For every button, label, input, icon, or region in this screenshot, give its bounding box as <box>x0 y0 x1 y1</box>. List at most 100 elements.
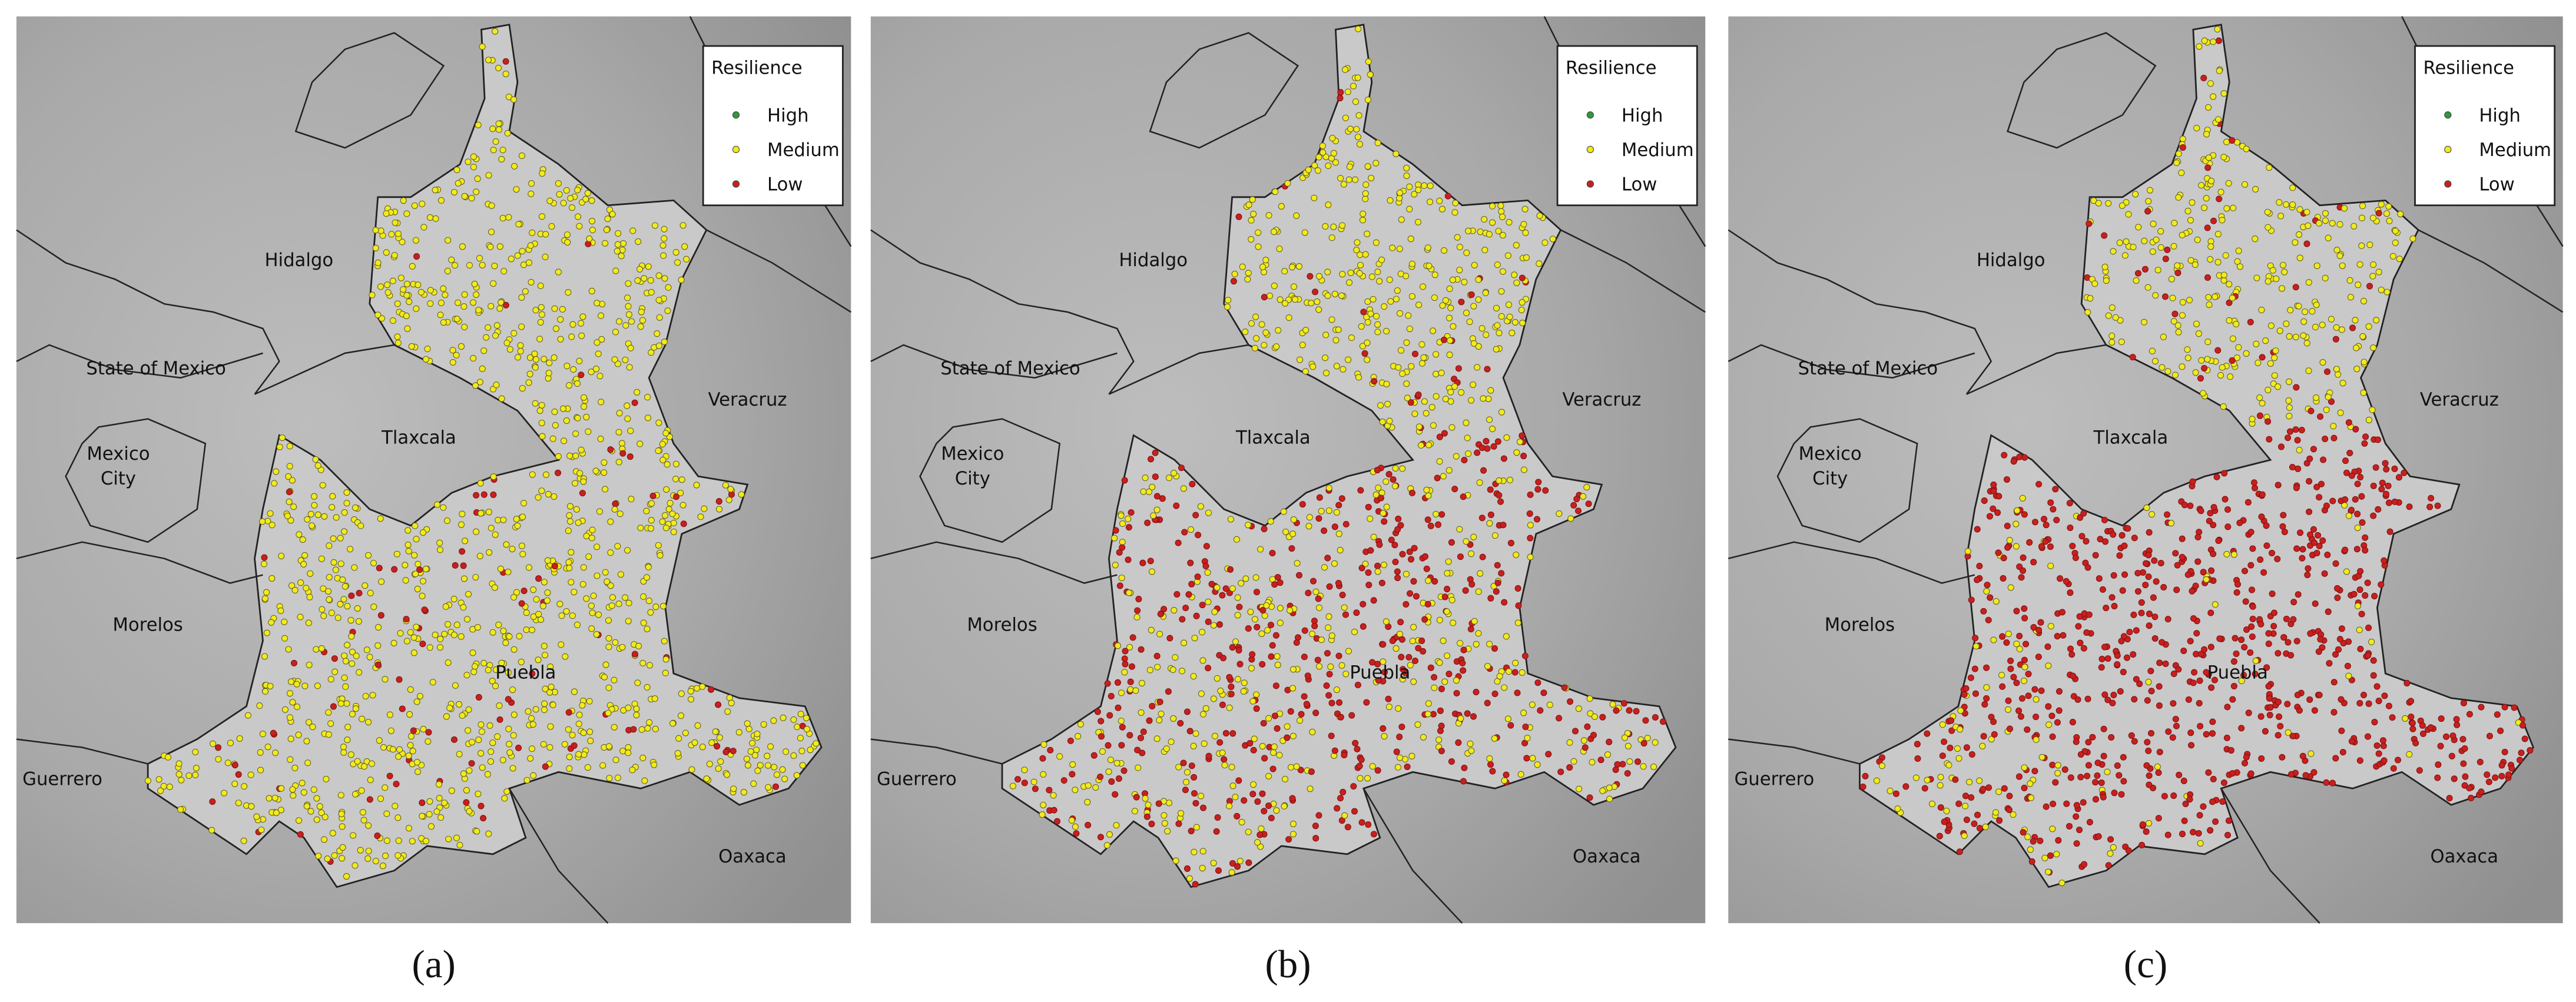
settlement-dot <box>1457 715 1464 722</box>
settlement-dot <box>612 329 619 336</box>
settlement-dot <box>1386 417 1393 424</box>
settlement-dot <box>492 682 499 689</box>
settlement-dot <box>2119 532 2126 539</box>
settlement-dot <box>1521 739 1529 746</box>
settlement-dot <box>2305 279 2312 286</box>
settlement-dot <box>1476 479 1483 486</box>
settlement-dot <box>1234 863 1241 870</box>
settlement-dot <box>2144 697 2151 704</box>
settlement-dot <box>2014 507 2021 514</box>
settlement-dot <box>1633 708 1640 715</box>
settlement-dot <box>1354 74 1361 81</box>
settlement-dot <box>1976 777 1983 784</box>
settlement-dot <box>289 786 296 793</box>
settlement-dot <box>2203 576 2210 583</box>
settlement-dot <box>498 395 505 402</box>
settlement-dot <box>215 756 222 763</box>
settlement-dot <box>659 440 666 447</box>
settlement-dot <box>1321 527 1328 535</box>
settlement-dot <box>2170 243 2177 250</box>
settlement-dot <box>2356 757 2363 764</box>
settlement-dot <box>303 802 310 809</box>
settlement-dot <box>1988 736 1995 743</box>
settlement-dot <box>1435 736 1443 744</box>
settlement-dot <box>1529 701 1536 708</box>
settlement-dot <box>1582 744 1589 751</box>
settlement-dot <box>407 686 414 693</box>
settlement-dot <box>678 476 685 483</box>
settlement-dot <box>2129 354 2136 361</box>
settlement-dot <box>581 751 588 758</box>
settlement-dot <box>568 549 575 556</box>
settlement-dot <box>1365 582 1372 589</box>
settlement-dot <box>2419 722 2426 729</box>
settlement-dot <box>304 759 311 767</box>
settlement-dot <box>1358 819 1365 826</box>
settlement-dot <box>539 170 546 177</box>
settlement-dot <box>2319 537 2326 544</box>
settlement-dot <box>2190 828 2197 836</box>
settlement-dot <box>367 589 374 596</box>
settlement-dot <box>290 792 297 799</box>
settlement-dot <box>2317 636 2324 643</box>
settlement-dot <box>1069 761 1076 768</box>
settlement-dot <box>157 787 164 794</box>
settlement-dot <box>2370 261 2377 268</box>
settlement-dot <box>2145 678 2152 685</box>
settlement-dot <box>1505 301 1513 308</box>
settlement-dot <box>2277 213 2285 220</box>
settlement-dot <box>1463 249 1470 256</box>
settlement-dot <box>1395 705 1402 712</box>
settlement-dot <box>2343 568 2350 575</box>
settlement-dot <box>2299 546 2306 553</box>
settlement-dot <box>2249 603 2256 610</box>
settlement-dot <box>1584 723 1591 730</box>
settlement-dot <box>2100 752 2107 759</box>
settlement-dot <box>1337 95 1344 102</box>
settlement-dot <box>2225 817 2232 824</box>
settlement-dot <box>1415 423 1423 430</box>
settlement-dot <box>2220 779 2227 787</box>
settlement-dot <box>1198 690 1205 697</box>
settlement-dot <box>463 799 470 806</box>
settlement-dot <box>1188 828 1195 835</box>
settlement-dot <box>2453 716 2460 723</box>
settlement-dot <box>1937 804 1944 811</box>
settlement-dot <box>456 751 463 758</box>
settlement-dot <box>1407 235 1414 243</box>
settlement-dot <box>362 692 369 699</box>
settlement-dot <box>655 297 662 304</box>
settlement-dot <box>498 659 505 666</box>
settlement-dot <box>2426 503 2434 510</box>
settlement-dot <box>1272 682 1279 689</box>
settlement-dot <box>2253 274 2260 281</box>
settlement-dot <box>2077 751 2084 758</box>
settlement-dot <box>519 513 526 520</box>
settlement-dot <box>1297 767 1304 774</box>
settlement-dot <box>1362 195 1369 203</box>
settlement-dot <box>1967 674 1974 681</box>
settlement-dot <box>1115 775 1122 782</box>
settlement-dot <box>1444 570 1451 577</box>
settlement-dot <box>285 473 292 480</box>
settlement-dot <box>2013 641 2020 648</box>
settlement-dot <box>1312 709 1320 716</box>
settlement-dot <box>2302 308 2309 316</box>
settlement-dot <box>1149 702 1156 710</box>
settlement-dot <box>339 844 346 851</box>
settlement-dot <box>1990 487 1997 495</box>
settlement-dot <box>488 303 495 310</box>
settlement-dot <box>2501 704 2508 711</box>
settlement-dot <box>551 562 558 570</box>
settlement-dot <box>2151 635 2159 642</box>
settlement-dot <box>2350 590 2358 598</box>
settlement-dot <box>333 514 340 521</box>
settlement-dot <box>1221 762 1228 769</box>
settlement-dot <box>261 595 268 602</box>
settlement-dot <box>287 756 294 763</box>
settlement-dot <box>2006 792 2013 799</box>
settlement-dot <box>647 609 654 616</box>
settlement-dot <box>2147 668 2154 675</box>
